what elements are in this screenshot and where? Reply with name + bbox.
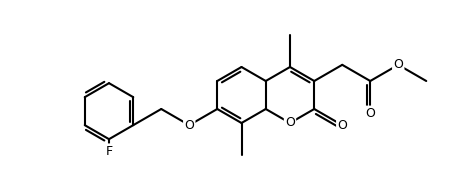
Text: O: O — [184, 119, 194, 132]
Text: O: O — [285, 117, 295, 129]
Text: O: O — [393, 58, 403, 71]
Text: O: O — [337, 119, 347, 132]
Text: O: O — [365, 107, 375, 120]
Text: F: F — [105, 145, 113, 158]
